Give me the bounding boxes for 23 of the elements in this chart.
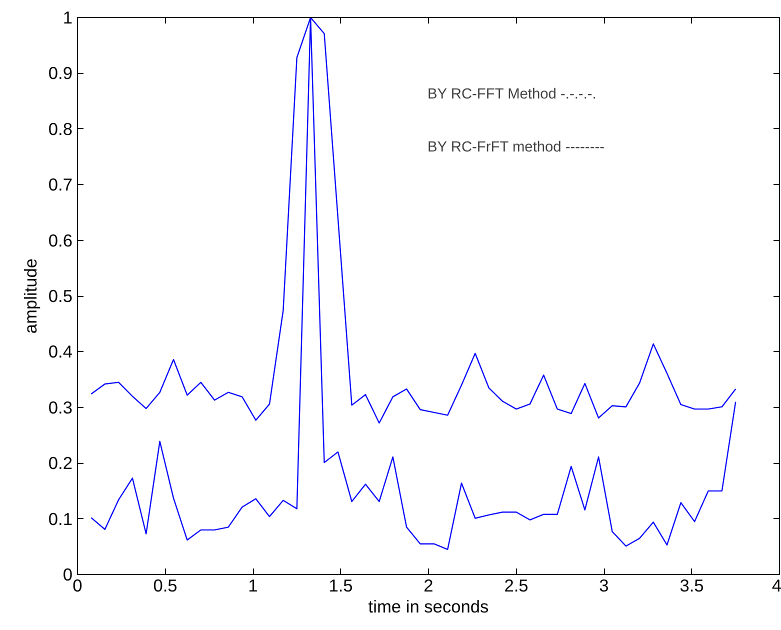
annotation: BY RC-FFT Method -.-.-.-. <box>428 86 596 102</box>
y-tick-label: 0.2 <box>48 453 73 474</box>
y-tick-label: 0.7 <box>48 174 73 195</box>
line-series <box>90 18 736 550</box>
y-tick-label: 0.8 <box>48 118 73 139</box>
annotation: BY RC-FrFT method -------- <box>428 140 605 156</box>
x-tick-label: 0.5 <box>153 576 178 596</box>
y-tick-label: 0.9 <box>48 63 73 84</box>
x-tick-label: 3.5 <box>680 576 704 596</box>
y-tick-label: 1 <box>62 8 73 28</box>
x-tick-label: 2.5 <box>504 576 528 596</box>
y-tick-label: 0.3 <box>48 397 73 418</box>
y-tick-label: 0.5 <box>48 286 73 306</box>
x-tick-label: 2 <box>424 576 434 596</box>
y-tick-label: 0.1 <box>48 508 73 529</box>
x-tick-label: 1.5 <box>328 576 353 596</box>
x-tick-label: 4 <box>772 576 781 596</box>
y-tick-label: 0.6 <box>48 230 73 250</box>
y-axis-title: amplitude <box>20 258 40 334</box>
x-tick-label: 1 <box>248 576 258 596</box>
x-tick-label: 3 <box>599 576 609 596</box>
x-axis-title: time in seconds <box>368 596 490 616</box>
y-tick-label: 0.4 <box>48 342 73 362</box>
